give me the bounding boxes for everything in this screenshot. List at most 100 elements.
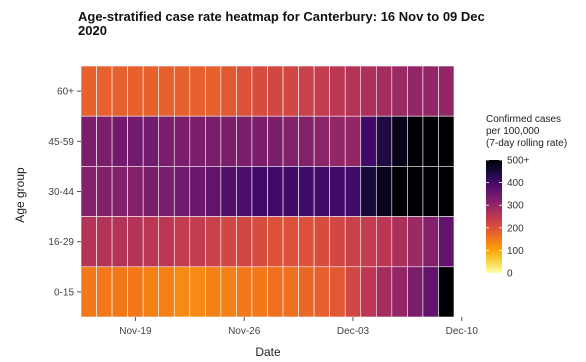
x-axis-ticks: Nov-19 Nov-26 Dec-03 Dec-10 xyxy=(119,317,478,337)
heatmap-cell xyxy=(236,65,253,117)
heatmap-cell xyxy=(422,266,439,318)
heatmap-cell xyxy=(236,216,253,268)
heatmap-cell xyxy=(127,166,144,217)
heatmap-cell xyxy=(80,115,97,167)
heatmap-cell xyxy=(438,216,455,268)
heatmap-cell xyxy=(282,65,299,117)
heatmap-cell xyxy=(360,65,377,117)
heatmap-cell xyxy=(329,65,346,117)
heatmap-cell xyxy=(329,115,346,167)
chart-title-line-2: 2020 xyxy=(78,23,107,38)
heatmap-cell xyxy=(375,166,393,217)
heatmap-cell xyxy=(220,216,237,268)
heatmap-cell xyxy=(313,266,330,318)
heatmap-cell xyxy=(422,65,439,117)
heatmap-cell xyxy=(158,166,175,217)
heatmap-cell xyxy=(391,216,408,268)
y-tick-label: 45-59 xyxy=(48,137,74,148)
chart-title: Age-stratified case rate heatmap for Can… xyxy=(78,9,485,38)
heatmap-cell xyxy=(127,216,144,268)
heatmap-cell xyxy=(344,166,362,217)
heatmap-cell xyxy=(189,216,206,268)
heatmap-cell xyxy=(267,216,284,268)
heatmap-cell xyxy=(173,166,191,217)
heatmap-cell xyxy=(205,266,222,318)
heatmap-cell xyxy=(360,216,377,268)
heatmap-cell xyxy=(205,115,222,167)
heatmap-cell xyxy=(407,266,424,318)
heatmap-cell xyxy=(375,65,393,117)
heatmap-cell xyxy=(407,166,424,217)
heatmap-cell xyxy=(298,216,315,268)
heatmap-cell xyxy=(313,216,330,268)
heatmap-cell xyxy=(127,65,144,117)
heatmap-cell xyxy=(375,216,393,268)
heatmap-cell xyxy=(407,216,424,268)
heatmap-cell xyxy=(127,115,144,167)
heatmap-cell xyxy=(111,166,128,217)
heatmap-cell xyxy=(282,216,299,268)
heatmap-cell xyxy=(329,216,346,268)
heatmap-cell xyxy=(391,115,408,167)
heatmap-cell xyxy=(298,115,315,167)
heatmap-cell xyxy=(267,65,284,117)
heatmap-cell xyxy=(189,115,206,167)
heatmap-cells xyxy=(80,65,455,318)
heatmap-cell xyxy=(251,266,268,318)
heatmap-cell xyxy=(344,115,362,167)
heatmap-cell xyxy=(422,216,439,268)
legend: Confirmed cases per 100,000 (7-day rolli… xyxy=(486,114,567,280)
heatmap-cell xyxy=(111,266,128,318)
heatmap-cell xyxy=(391,65,408,117)
heatmap-cell xyxy=(313,115,330,167)
heatmap-cell xyxy=(173,65,191,117)
heatmap-cell xyxy=(220,65,237,117)
heatmap-cell xyxy=(158,65,175,117)
heatmap-cell xyxy=(158,266,175,318)
heatmap-cell xyxy=(344,65,362,117)
heatmap-cell xyxy=(220,266,237,318)
heatmap-cell xyxy=(251,216,268,268)
heatmap-cell xyxy=(344,216,362,268)
heatmap-cell xyxy=(111,65,128,117)
heatmap-cell xyxy=(251,65,268,117)
legend-tick-label: 500+ xyxy=(507,156,530,167)
heatmap-cell xyxy=(205,216,222,268)
heatmap-cell xyxy=(205,166,222,217)
heatmap-cell xyxy=(360,266,377,318)
heatmap-cell xyxy=(251,166,268,217)
legend-tick-label: 200 xyxy=(507,223,524,234)
heatmap-cell xyxy=(267,266,284,318)
heatmap-cell xyxy=(438,65,455,117)
heatmap-cell xyxy=(142,115,160,167)
heatmap-cell xyxy=(220,115,237,167)
heatmap-cell xyxy=(173,216,191,268)
heatmap-cell xyxy=(80,216,97,268)
legend-title-line-1: Confirmed cases xyxy=(486,114,561,125)
y-tick-label: 60+ xyxy=(57,87,74,98)
heatmap-cell xyxy=(438,115,455,167)
heatmap-cell xyxy=(391,166,408,217)
legend-title-line-3: (7-day rolling rate) xyxy=(486,138,567,149)
x-tick-label: Nov-19 xyxy=(119,326,152,337)
legend-tick-label: 100 xyxy=(507,246,524,257)
heatmap-cell xyxy=(282,166,299,217)
heatmap-cell xyxy=(282,115,299,167)
heatmap-cell xyxy=(111,216,128,268)
heatmap-cell xyxy=(80,266,97,318)
heatmap-cell xyxy=(313,166,330,217)
heatmap-cell xyxy=(96,65,113,117)
heatmap-cell xyxy=(267,115,284,167)
heatmap-cell xyxy=(422,115,439,167)
heatmap-cell xyxy=(111,115,128,167)
heatmap-cell xyxy=(313,65,330,117)
heatmap-cell xyxy=(96,166,113,217)
y-axis-ticks: 60+ 45-59 30-44 16-29 0-15 xyxy=(48,87,81,298)
x-tick-label: Dec-03 xyxy=(337,326,370,337)
x-tick-label: Nov-26 xyxy=(228,326,261,337)
heatmap-cell xyxy=(173,115,191,167)
heatmap-cell xyxy=(127,266,144,318)
heatmap-cell xyxy=(142,65,160,117)
heatmap-cell xyxy=(80,166,97,217)
y-tick-label: 0-15 xyxy=(54,287,74,298)
